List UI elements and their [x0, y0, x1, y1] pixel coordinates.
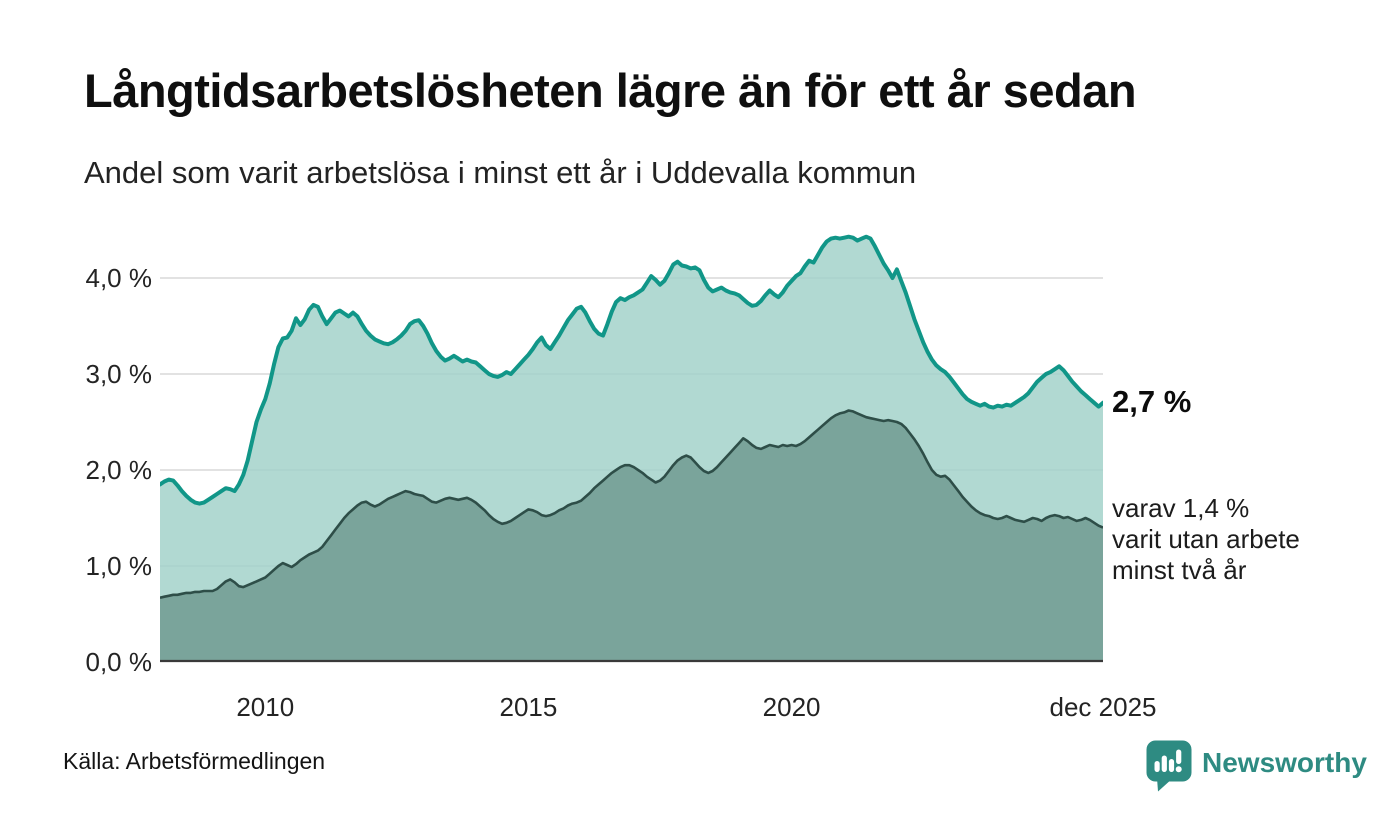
area-chart [160, 234, 1103, 663]
source-note: Källa: Arbetsförmedlingen [63, 748, 326, 774]
newsworthy-bubble-chart-icon [1146, 740, 1192, 792]
y-tick-label: 1,0 % [85, 551, 153, 581]
chart-subtitle: Andel som varit arbetslösa i minst ett å… [84, 155, 917, 190]
area-min-two-years [160, 410, 1103, 662]
y-tick-label: 2,0 % [85, 455, 153, 485]
two-year-label-line-2: varit utan arbete [1112, 524, 1300, 554]
latest-value-label: 2,7 % [1112, 384, 1192, 419]
page-title: Långtidsarbetslösheten lägre än för ett … [84, 64, 1137, 117]
x-tick-label: 2020 [762, 692, 821, 722]
two-year-label-line-3: minst två år [1112, 555, 1247, 585]
two-year-label-line-1: varav 1,4 % [1112, 493, 1250, 523]
x-tick-label: 2015 [499, 692, 558, 722]
brand-name: Newsworthy [1202, 747, 1367, 778]
y-tick-label: 3,0 % [85, 359, 153, 389]
line-min-one-year [160, 234, 1103, 506]
y-tick-label: 0,0 % [85, 647, 153, 677]
x-tick-label: dec 2025 [1049, 692, 1157, 722]
x-tick-label: 2010 [236, 692, 295, 722]
y-tick-label: 4,0 % [85, 263, 153, 293]
newsworthy-logo: Newsworthy [1146, 740, 1367, 792]
line-min-two-years [160, 409, 1103, 599]
two-year-series-label: varav 1,4 % varit utan arbete minst två … [1112, 493, 1300, 586]
